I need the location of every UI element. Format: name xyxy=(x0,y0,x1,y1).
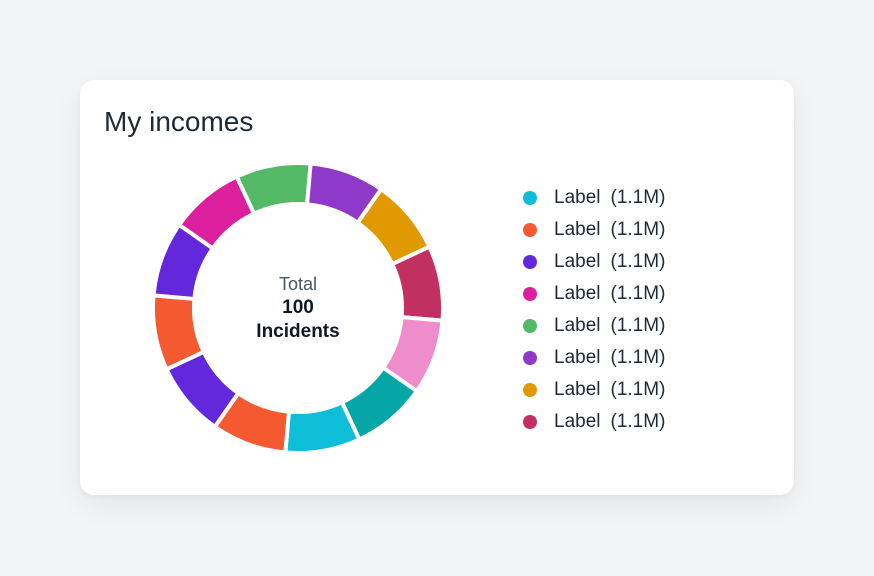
legend-color-dot xyxy=(523,255,537,269)
legend-label: Label xyxy=(554,283,601,304)
legend-item[interactable]: Label (1.1M) xyxy=(523,246,665,278)
legend-text: Label (1.1M) xyxy=(554,283,665,305)
legend-label: Label xyxy=(554,251,601,272)
legend-value: (1.1M) xyxy=(610,251,666,272)
donut-slice[interactable] xyxy=(164,349,241,429)
legend-label: Label xyxy=(554,187,601,208)
income-card: My incomes Total 100 Incidents Label (1.1… xyxy=(80,80,794,495)
legend-color-dot xyxy=(523,223,537,237)
legend-text: Label (1.1M) xyxy=(554,379,665,401)
legend-color-dot xyxy=(523,351,537,365)
legend-color-dot xyxy=(523,287,537,301)
donut-chart-svg xyxy=(151,161,445,455)
legend-value: (1.1M) xyxy=(610,219,666,240)
legend-item[interactable]: Label (1.1M) xyxy=(523,342,665,374)
legend-color-dot xyxy=(523,415,537,429)
legend-color-dot xyxy=(523,319,537,333)
legend-value: (1.1M) xyxy=(610,379,666,400)
legend-item[interactable]: Label (1.1M) xyxy=(523,214,665,246)
donut-chart xyxy=(150,160,446,456)
legend-text: Label (1.1M) xyxy=(554,411,665,433)
legend-item[interactable]: Label (1.1M) xyxy=(523,374,665,406)
legend-item[interactable]: Label (1.1M) xyxy=(523,406,665,438)
card-title: My incomes xyxy=(104,106,254,137)
legend-color-dot xyxy=(523,191,537,205)
legend-text: Label (1.1M) xyxy=(554,347,665,369)
legend-value: (1.1M) xyxy=(610,315,666,336)
legend-value: (1.1M) xyxy=(610,411,666,432)
legend-value: (1.1M) xyxy=(610,187,666,208)
legend-text: Label (1.1M) xyxy=(554,219,665,241)
legend-item[interactable]: Label (1.1M) xyxy=(523,310,665,342)
legend-text: Label (1.1M) xyxy=(554,187,665,209)
legend-value: (1.1M) xyxy=(610,347,666,368)
legend-label: Label xyxy=(554,411,601,432)
chart-legend: Label (1.1M) Label (1.1M) Label (1.1M) Labe… xyxy=(523,182,665,438)
legend-item[interactable]: Label (1.1M) xyxy=(523,182,665,214)
legend-text: Label (1.1M) xyxy=(554,251,665,273)
legend-color-dot xyxy=(523,383,537,397)
legend-text: Label (1.1M) xyxy=(554,315,665,337)
legend-label: Label xyxy=(554,219,601,240)
legend-label: Label xyxy=(554,315,601,336)
legend-value: (1.1M) xyxy=(610,283,666,304)
legend-item[interactable]: Label (1.1M) xyxy=(523,278,665,310)
legend-label: Label xyxy=(554,379,601,400)
legend-label: Label xyxy=(554,347,601,368)
